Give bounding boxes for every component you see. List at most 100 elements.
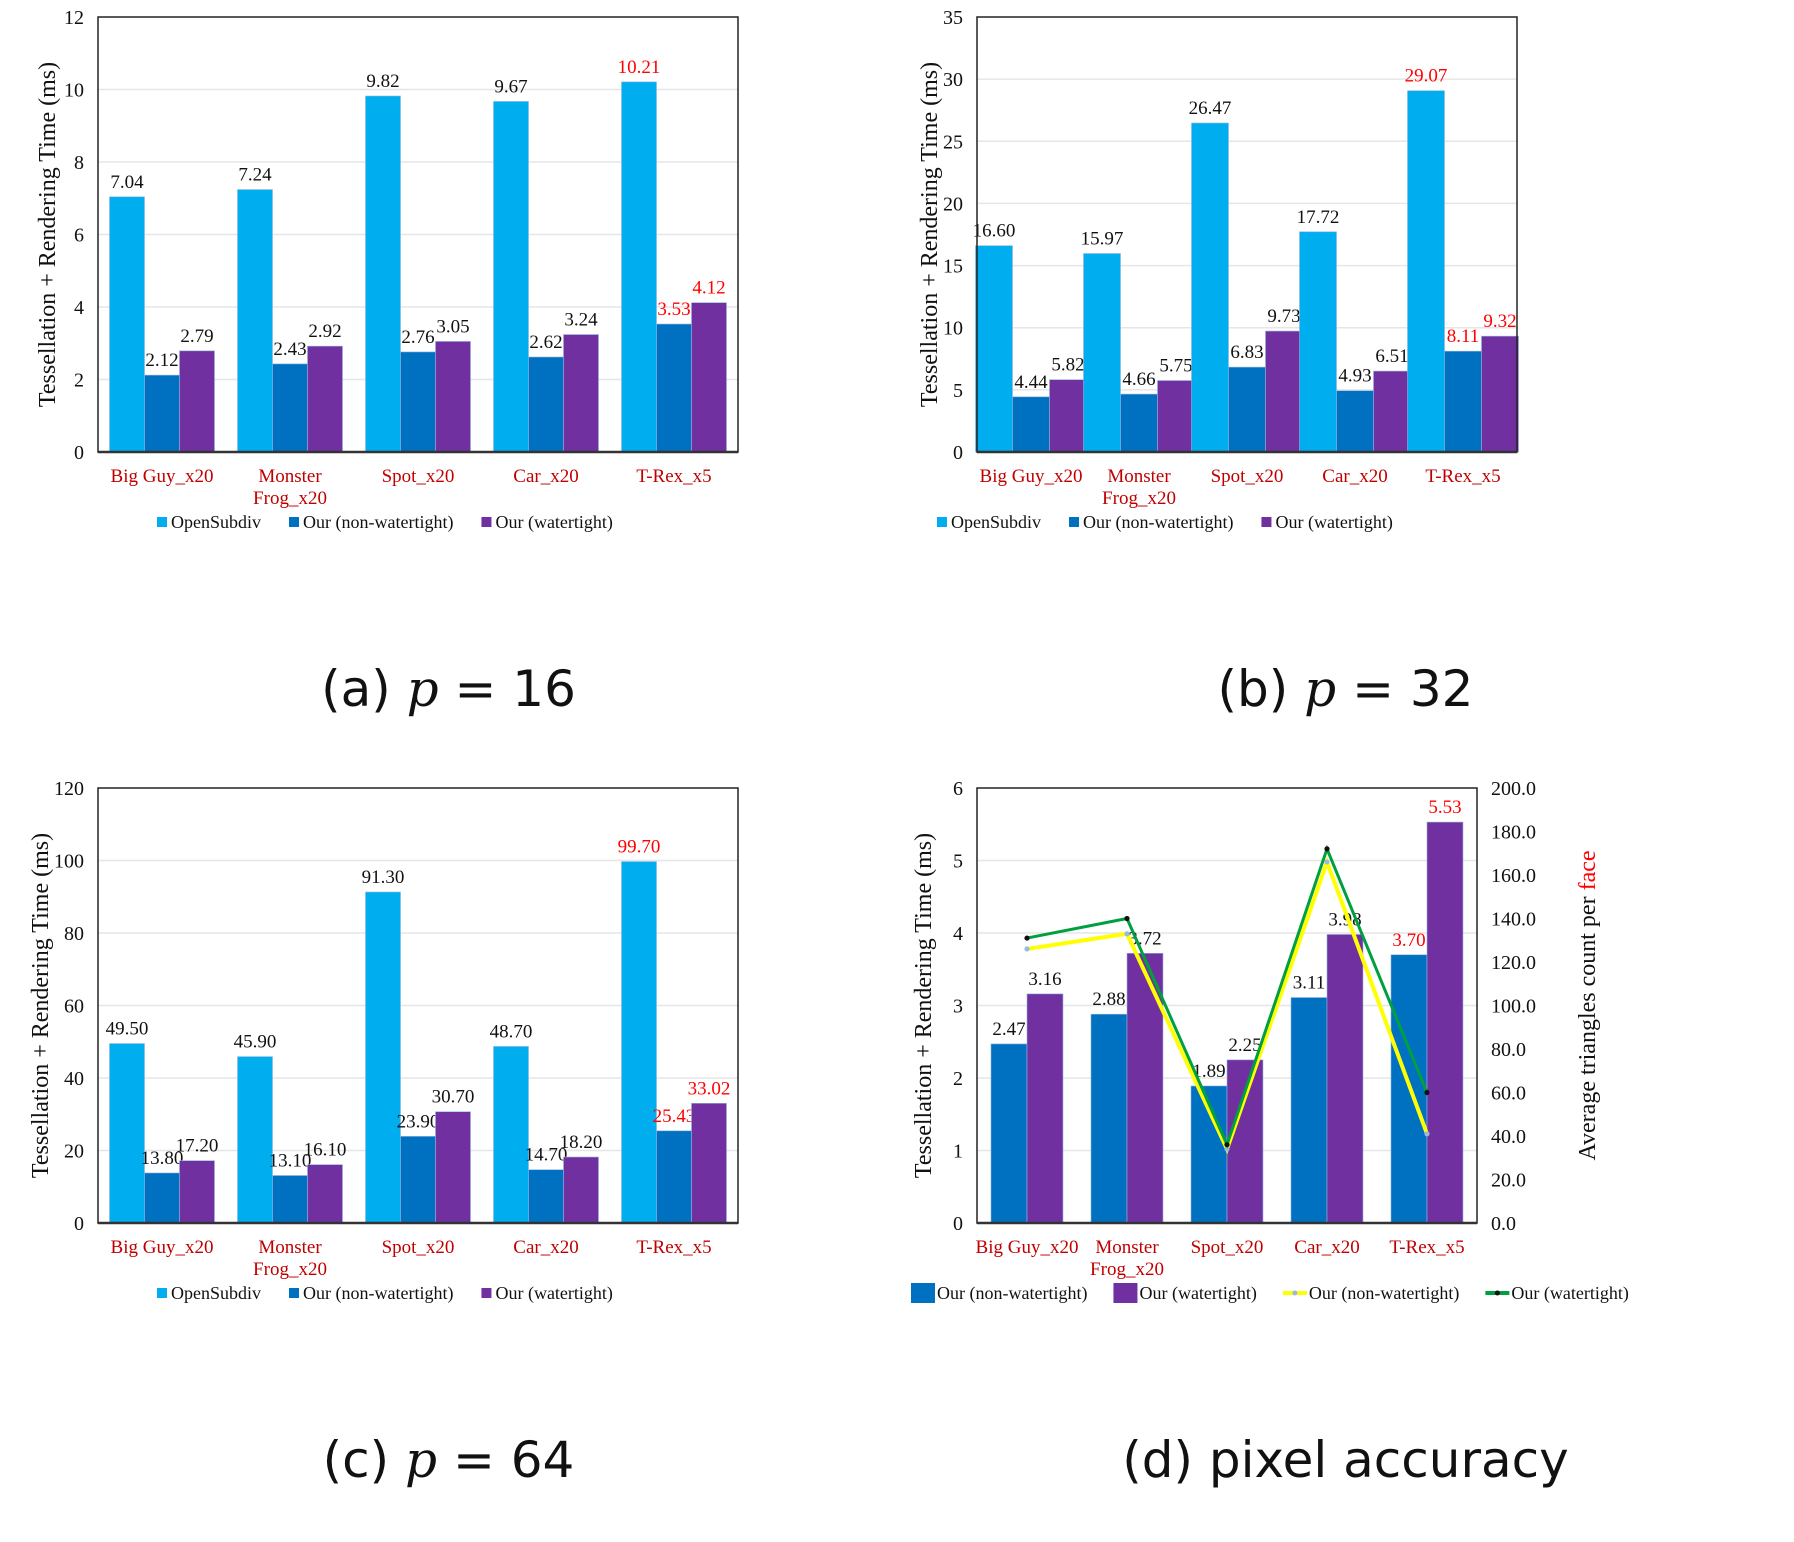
- y-tick-label: 35: [943, 7, 963, 29]
- data-label: 2.47: [992, 1019, 1025, 1040]
- bar: [691, 1103, 727, 1224]
- y-tick-label: 25: [943, 131, 963, 153]
- bar: [1290, 997, 1328, 1224]
- chart-panel-b: 0 5 10 15 20 25 30 35 Tessellation + Rendering T…: [897, 0, 1794, 771]
- line-point: [1324, 859, 1330, 865]
- x-tick-label: Frog_x20: [1090, 1259, 1164, 1280]
- data-label: 49.50: [106, 1019, 149, 1040]
- y-tick-label: 100: [54, 851, 84, 873]
- y2-tick-label: 80.0: [1491, 1039, 1526, 1061]
- bar: [975, 245, 1013, 453]
- bar: [621, 81, 657, 453]
- data-label: 16.60: [973, 221, 1016, 242]
- y-tick-label: 15: [943, 256, 963, 278]
- bar: [1326, 934, 1364, 1224]
- bar: [1049, 379, 1087, 453]
- y-tick-label: 8: [74, 152, 84, 174]
- data-label: 3.53: [657, 299, 690, 320]
- bar: [493, 101, 529, 453]
- x-tick-label: Car_x20: [513, 466, 578, 487]
- y2-tick-label: 20.0: [1491, 1170, 1526, 1192]
- data-label: 18.20: [560, 1132, 603, 1153]
- data-label: 2.62: [529, 332, 562, 353]
- data-label: 2.79: [180, 326, 213, 347]
- y-axis-title: Tessellation + Rendering Time (ms): [911, 833, 937, 1178]
- data-label: 25.43: [653, 1106, 696, 1127]
- x-tick-label: Spot_x20: [1191, 1237, 1264, 1258]
- caption-c: (c) p = 64: [0, 1431, 897, 1489]
- data-label: 17.20: [176, 1136, 219, 1157]
- data-label: 23.90: [397, 1111, 440, 1132]
- bar: [493, 1046, 529, 1224]
- legend-swatch: [289, 517, 299, 527]
- bar: [1228, 366, 1266, 453]
- y-tick-label: 10: [64, 80, 84, 102]
- data-label: 48.70: [490, 1021, 533, 1042]
- bar: [109, 196, 145, 453]
- data-label: 5.82: [1051, 355, 1084, 376]
- y-tick-label: 20: [64, 1141, 84, 1163]
- line-point: [1024, 946, 1030, 952]
- data-label: 17.72: [1297, 207, 1340, 228]
- data-label: 2.76: [401, 327, 434, 348]
- y2-tick-label: 140.0: [1491, 909, 1536, 931]
- bar: [656, 1130, 692, 1224]
- bar: [528, 1169, 564, 1224]
- line-point: [1124, 915, 1130, 922]
- y2-tick-label: 120.0: [1491, 952, 1536, 974]
- x-tick-label: Monster: [258, 466, 322, 487]
- caption-a-prefix: (a): [321, 660, 407, 718]
- legend-label: Our (watertight): [1511, 1283, 1628, 1304]
- bar: [400, 1136, 436, 1224]
- bar: [563, 1156, 599, 1224]
- x-tick-label: T-Rex_x5: [1425, 466, 1500, 487]
- y2-axis-title-text: Average triangles count per: [1575, 890, 1601, 1160]
- legend-swatch: [481, 1288, 492, 1298]
- bar: [1126, 953, 1164, 1224]
- chart-a: 0 2 4 6 8 10 12 Tessellation + Rendering Time (…: [35, 7, 739, 533]
- y-tick-label: 4: [953, 923, 963, 945]
- data-label: 3.11: [1293, 973, 1326, 994]
- data-label: 3.05: [436, 316, 469, 337]
- data-label: 6.83: [1230, 342, 1263, 363]
- x-tick-label: Frog_x20: [253, 1259, 327, 1280]
- x-tick-label: Car_x20: [513, 1237, 578, 1258]
- data-label: 13.80: [141, 1148, 184, 1169]
- data-label: 15.97: [1081, 229, 1124, 250]
- chart-panel-c: 0 20 40 60 80 100 120 Tessellation + Rendering …: [0, 771, 897, 1542]
- y2-tick-label: 180.0: [1491, 822, 1536, 844]
- x-tick-label: Monster: [258, 1237, 322, 1258]
- bar: [1226, 1059, 1264, 1224]
- bar: [1012, 396, 1050, 453]
- bar: [1426, 821, 1464, 1224]
- y-tick-label: 5: [953, 380, 963, 402]
- data-label: 3.24: [564, 310, 598, 331]
- x-tick-label: Monster: [1107, 466, 1171, 487]
- bar: [179, 350, 215, 453]
- caption-c-prefix: (c): [322, 1431, 406, 1489]
- legend-label: Our (watertight): [1275, 512, 1392, 533]
- caption-c-suffix: = 64: [437, 1431, 575, 1489]
- line-point: [1424, 1131, 1430, 1137]
- y-tick-label: 0: [74, 442, 84, 464]
- x-tick-label: Spot_x20: [1211, 466, 1284, 487]
- data-label: 3.16: [1028, 969, 1061, 990]
- caption-d-prefix: (d) pixel accuracy: [1122, 1431, 1569, 1489]
- x-tick-label: Car_x20: [1294, 1237, 1359, 1258]
- bar: [272, 1175, 308, 1224]
- legend-label: Our (watertight): [495, 512, 612, 533]
- data-label: 26.47: [1189, 98, 1232, 119]
- y-tick-label: 2: [74, 370, 84, 392]
- bar: [1336, 390, 1374, 453]
- legend-swatch: [1113, 1283, 1138, 1303]
- chart-c: 0 20 40 60 80 100 120 Tessellation + Rendering …: [28, 778, 739, 1304]
- bar: [237, 1056, 273, 1224]
- caption-a: (a) p = 16: [0, 660, 897, 718]
- caption-c-var: p: [405, 1431, 438, 1489]
- bar: [109, 1043, 145, 1224]
- bar: [1481, 335, 1519, 453]
- data-label: 2.43: [273, 339, 306, 360]
- data-label: 16.10: [304, 1140, 347, 1161]
- bar: [1157, 380, 1195, 453]
- chart-b: 0 5 10 15 20 25 30 35 Tessellation + Rendering T…: [917, 7, 1519, 533]
